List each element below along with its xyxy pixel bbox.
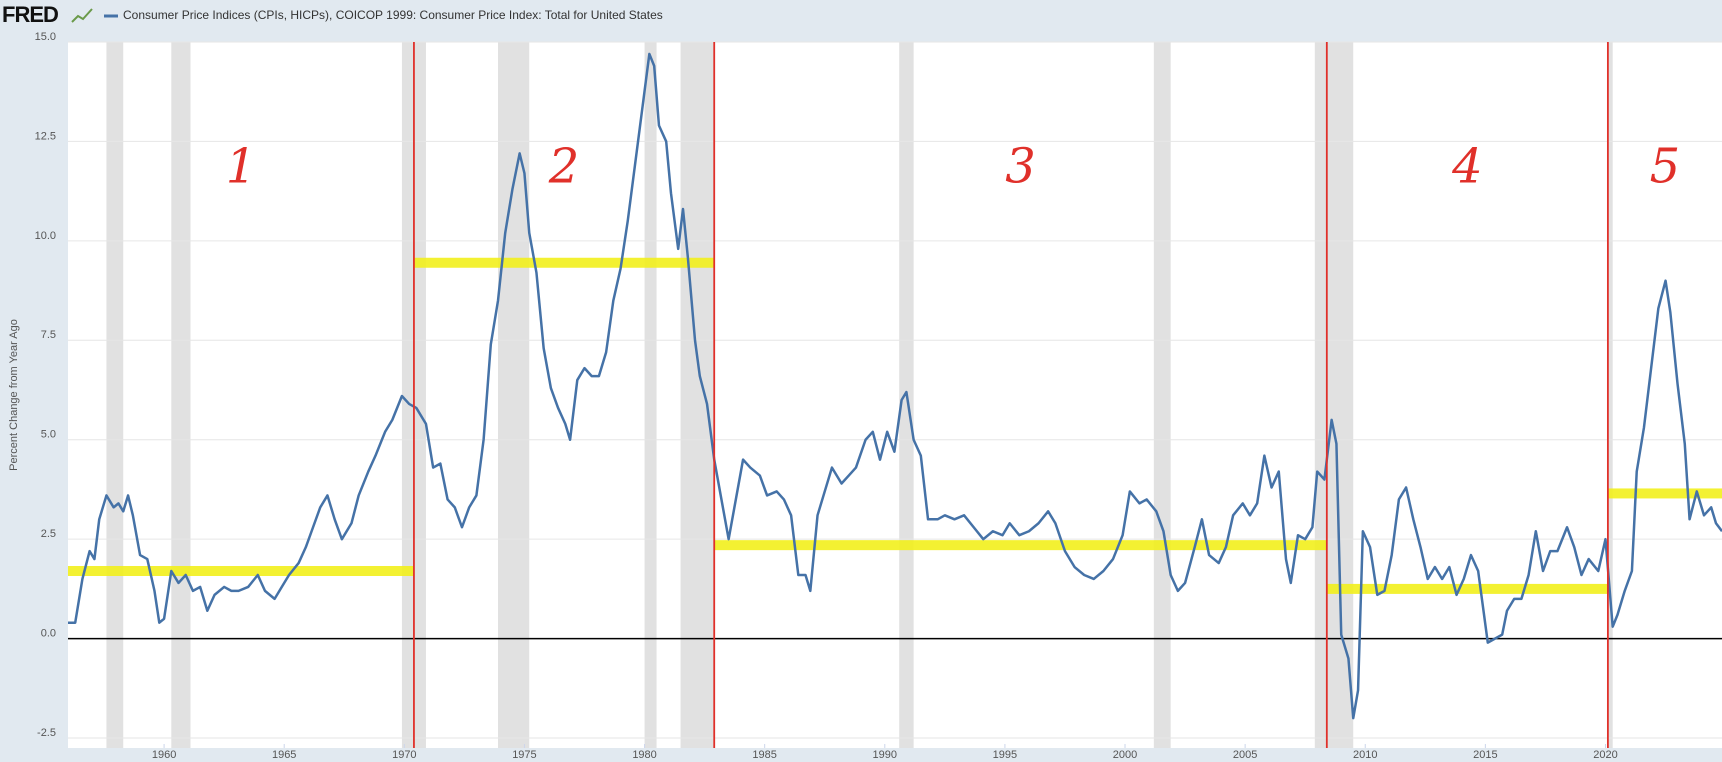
y-tick-label: 15.0: [35, 31, 56, 43]
regime-label: 4: [1451, 139, 1483, 195]
y-tick-label: 10.0: [35, 230, 56, 242]
regime-mean-bar: [1326, 583, 1608, 594]
x-tick-label: 1995: [993, 749, 1017, 761]
y-tick-label: 0.0: [41, 628, 56, 640]
regime-label: 3: [1005, 139, 1036, 195]
recession-band: [498, 42, 530, 748]
x-tick-label: 2015: [1473, 749, 1497, 761]
recession-band: [1607, 42, 1613, 748]
x-tick-label: 2020: [1593, 749, 1617, 761]
x-tick-label: 2010: [1353, 749, 1377, 761]
logo-icon: [71, 8, 93, 23]
y-tick-label: 2.5: [41, 528, 56, 540]
y-tick-label: -2.5: [37, 727, 56, 739]
recession-band: [1314, 42, 1354, 748]
x-tick-label: 1965: [272, 749, 296, 761]
regime-mean-bar: [714, 540, 1327, 551]
x-tick-label: 1960: [152, 749, 176, 761]
x-tick-label: 1990: [873, 749, 897, 761]
regime-mean-bar: [1607, 488, 1722, 499]
recession-band: [644, 42, 657, 748]
x-tick-label: 2000: [1113, 749, 1137, 761]
y-axis-label: Percent Change from Year Ago: [8, 319, 20, 471]
x-tick-label: 2005: [1233, 749, 1257, 761]
x-tick-label: 1980: [632, 749, 656, 761]
plot-background: [68, 42, 1722, 748]
legend-label: Consumer Price Indices (CPIs, HICPs), CO…: [123, 8, 663, 22]
recession-band: [171, 42, 191, 748]
x-tick-label: 1970: [392, 749, 416, 761]
y-tick-label: 12.5: [35, 130, 56, 142]
regime-label: 1: [226, 139, 257, 195]
regime-label: 2: [548, 139, 580, 195]
recession-band: [106, 42, 124, 748]
y-tick-label: 7.5: [41, 329, 56, 341]
recession-band: [1153, 42, 1171, 748]
cpi-line: [68, 52, 1722, 720]
x-tick-label: 1975: [512, 749, 536, 761]
logo: FRED: [2, 2, 58, 27]
regime-label: 5: [1650, 139, 1681, 195]
y-tick-label: 5.0: [41, 429, 56, 441]
recession-band: [680, 42, 715, 748]
regime-mean-bar: [68, 566, 414, 577]
regime-mean-bar: [413, 257, 715, 268]
x-tick-label: 1985: [752, 749, 776, 761]
